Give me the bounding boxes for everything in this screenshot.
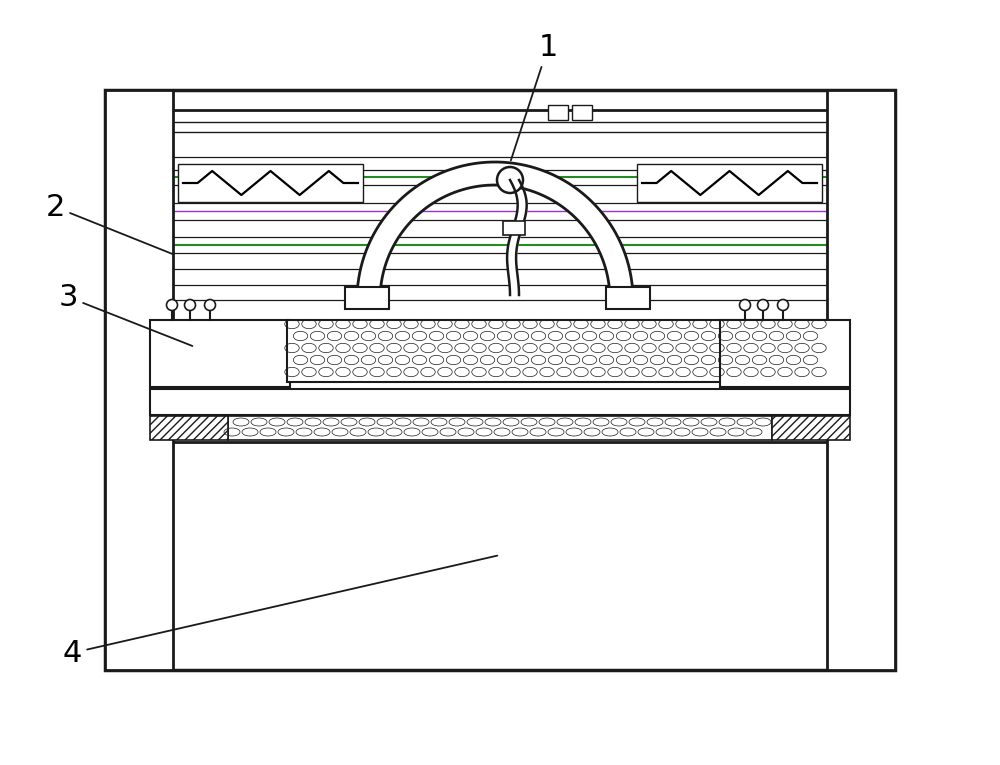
Circle shape (778, 300, 788, 311)
Bar (150, 389, 850, 415)
Circle shape (205, 300, 216, 311)
Text: 2: 2 (45, 193, 172, 254)
Circle shape (166, 300, 178, 311)
Bar (827, 90, 895, 670)
Bar (150, 416, 228, 440)
Circle shape (184, 300, 196, 311)
Circle shape (758, 300, 768, 311)
Bar (772, 416, 850, 440)
Text: 3: 3 (58, 282, 192, 346)
Bar (503, 221, 525, 235)
Bar (720, 320, 850, 387)
Bar (228, 416, 772, 440)
Bar (105, 90, 895, 670)
Bar (105, 90, 173, 670)
Bar (637, 164, 822, 202)
Circle shape (740, 300, 750, 311)
Bar (178, 164, 363, 202)
Bar (150, 320, 290, 387)
Bar (548, 105, 568, 120)
Bar (606, 287, 650, 309)
Bar (572, 105, 592, 120)
Polygon shape (357, 162, 633, 300)
Text: 4: 4 (62, 555, 497, 668)
Text: 1: 1 (511, 32, 558, 161)
Bar (287, 320, 829, 382)
Circle shape (497, 167, 523, 193)
Bar (345, 287, 389, 309)
